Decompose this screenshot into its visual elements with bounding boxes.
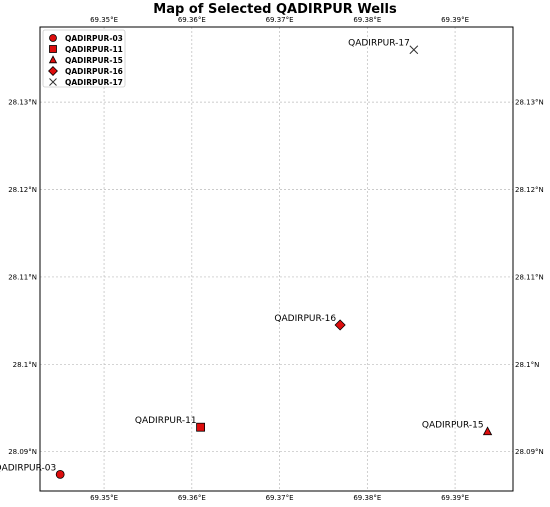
legend-box <box>42 29 126 88</box>
well-point-qadirpur-17: QADIRPUR-17 <box>348 39 419 55</box>
y-tick-label-left: 28.1°N <box>13 361 37 369</box>
marker-diamond <box>334 319 346 331</box>
x-tick-label-bottom: 69.37°E <box>266 494 294 502</box>
x-tick-label-top: 69.37°E <box>266 16 294 24</box>
well-point-qadirpur-15: QADIRPUR-15 <box>422 421 493 436</box>
x-tick-label-bottom: 69.36°E <box>178 494 206 502</box>
well-label: QADIRPUR-15 <box>422 421 484 431</box>
y-tick-label-right: 28.09°N <box>515 448 544 456</box>
well-point-qadirpur-16: QADIRPUR-16 <box>274 314 346 331</box>
legend-entry: QADIRPUR-03 <box>65 34 123 43</box>
legend-entry: QADIRPUR-17 <box>65 78 123 87</box>
well-point-qadirpur-03: QADIRPUR-03 <box>0 463 65 479</box>
well-label: QADIRPUR-11 <box>135 416 197 426</box>
marker-square <box>196 422 205 432</box>
y-tick-label-right: 28.11°N <box>515 273 544 281</box>
legend: QADIRPUR-03 QADIRPUR-11 QADIRPUR-15 QADIRPU… <box>42 29 126 88</box>
marker-triangle <box>482 426 493 436</box>
legend-entry: QADIRPUR-16 <box>65 67 123 76</box>
marker-x <box>409 45 419 55</box>
well-label: QADIRPUR-16 <box>274 314 336 324</box>
legend-entry: QADIRPUR-11 <box>65 45 123 54</box>
marker-x <box>49 78 57 86</box>
well-point-qadirpur-11: QADIRPUR-11 <box>135 416 205 432</box>
x-tick-label-bottom: 69.35°E <box>90 494 118 502</box>
x-tick-label-top: 69.35°E <box>90 16 118 24</box>
y-tick-label-right: 28.13°N <box>515 99 544 107</box>
y-tick-label-left: 28.09°N <box>8 448 37 456</box>
marker-triangle <box>48 55 58 64</box>
y-tick-label-left: 28.12°N <box>8 186 37 194</box>
map-title: Map of Selected QADIRPUR Wells <box>153 2 397 17</box>
marker-diamond <box>48 66 58 76</box>
y-tick-label-left: 28.11°N <box>8 273 37 281</box>
well-label: QADIRPUR-03 <box>0 463 56 473</box>
x-tick-label-top: 69.38°E <box>353 16 381 24</box>
x-tick-label-top: 69.39°E <box>441 16 469 24</box>
well-label: QADIRPUR-17 <box>348 39 410 49</box>
x-tick-label-bottom: 69.38°E <box>353 494 381 502</box>
marker-square <box>49 45 57 53</box>
marker-circle <box>55 469 65 479</box>
map-frame <box>39 26 514 492</box>
x-tick-label-bottom: 69.39°E <box>441 494 469 502</box>
y-tick-label-right: 28.12°N <box>515 186 544 194</box>
y-tick-label-right: 28.1°N <box>515 361 539 369</box>
marker-circle <box>49 34 57 42</box>
legend-entry: QADIRPUR-15 <box>65 56 123 65</box>
y-tick-label-left: 28.13°N <box>8 99 37 107</box>
x-tick-label-top: 69.36°E <box>178 16 206 24</box>
